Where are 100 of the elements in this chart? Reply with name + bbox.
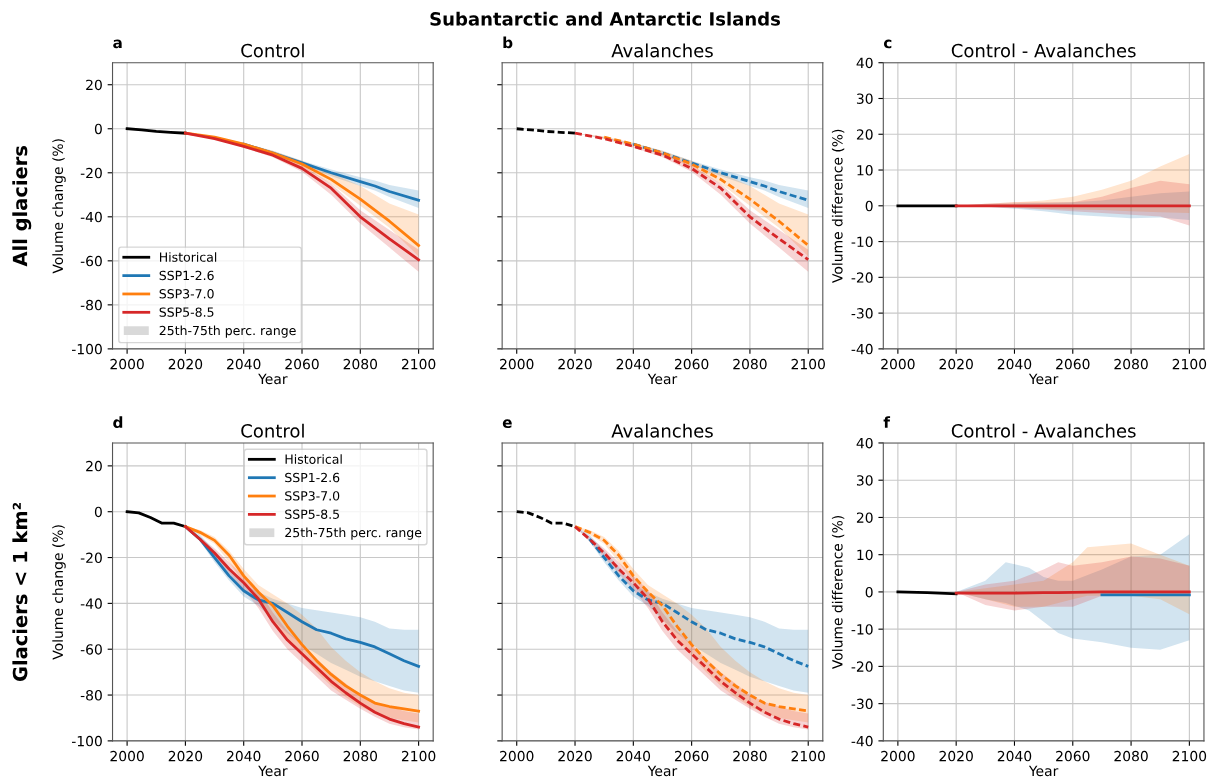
text: b — [503, 36, 513, 49]
x-tick-label: 2000 — [881, 750, 915, 762]
text: Subantarctic and Antarctic Islands — [430, 11, 781, 26]
y-tick-label: 0 — [94, 123, 102, 135]
y-tick-label: -40 — [851, 735, 873, 747]
x-tick-label: 2100 — [1172, 358, 1207, 370]
x-tick-label: 2020 — [558, 358, 592, 370]
y-tick-label: 10 — [857, 549, 873, 561]
y-tick-label: -60 — [80, 255, 102, 267]
legend-label: SSP3-7.0 — [159, 289, 214, 299]
y-tick-label: 30 — [856, 475, 873, 486]
x-tick-label: 2060 — [1056, 750, 1090, 762]
x-tick-label: 2100 — [791, 358, 825, 370]
x-axis-title: Year — [647, 765, 678, 777]
text: f — [883, 416, 891, 428]
x-tick-label: 2000 — [110, 358, 144, 370]
text: All glaciers — [12, 146, 32, 267]
y-tick-label: -20 — [851, 661, 873, 672]
x-tick-label: 2000 — [110, 750, 144, 762]
legend-label: SSP1-2.6 — [285, 472, 340, 483]
y-tick-label: -40 — [851, 343, 873, 355]
x-tick-label: 2060 — [674, 750, 709, 762]
x-tick-label: 2080 — [343, 750, 378, 762]
y-tick-label: 40 — [856, 437, 873, 449]
x-tick-label: 2020 — [939, 358, 973, 370]
y-tick-label: 10 — [857, 165, 873, 176]
x-tick-label: 2100 — [1172, 750, 1207, 762]
chart-title: Avalanches — [611, 43, 713, 58]
y-tick-label: -40 — [80, 211, 102, 223]
x-tick-label: 2080 — [733, 750, 767, 762]
y-tick-label: 20 — [856, 129, 873, 140]
line-series — [125, 510, 187, 528]
x-axis-title: Year — [1028, 765, 1059, 777]
y-tick-label: -30 — [851, 698, 873, 710]
x-tick-label: 2040 — [227, 750, 261, 762]
y-tick-label: -20 — [851, 272, 873, 283]
legend-label: Historical — [160, 252, 217, 262]
y-axis-title: Volume change (%) — [52, 139, 66, 274]
x-tick-label: 2040 — [997, 358, 1032, 370]
x-tick-label: 2060 — [285, 750, 319, 762]
y-axis-title: Volume change (%) — [52, 525, 66, 660]
x-tick-label: 2100 — [401, 750, 436, 762]
legend-label: Historical — [285, 454, 342, 464]
chart-title: Control - Avalanches — [951, 423, 1136, 438]
x-tick-label: 2040 — [616, 358, 651, 370]
legend-label: SSP3-7.0 — [285, 491, 340, 501]
text: e — [502, 419, 512, 429]
chart-title: Control — [241, 43, 304, 58]
legend-label: 25th-75th perc. range — [159, 325, 296, 338]
y-tick-label: -20 — [80, 167, 102, 179]
x-tick-label: 2040 — [616, 750, 651, 762]
y-tick-label: 0 — [865, 586, 873, 598]
y-tick-label: -80 — [80, 299, 102, 311]
y-axis-title: Volume difference (%) — [831, 515, 845, 670]
legend-label: SSP5-8.5 — [159, 307, 214, 317]
chart-title: Control - Avalanches — [951, 43, 1136, 58]
x-tick-label: 2100 — [791, 750, 825, 762]
y-tick-label: -100 — [71, 735, 102, 747]
y-tick-label: 40 — [856, 57, 873, 69]
x-axis-title: Year — [647, 373, 678, 385]
y-axis-title: Volume difference (%) — [831, 129, 845, 283]
x-axis-title: Year — [258, 765, 288, 777]
x-tick-label: 2040 — [227, 358, 261, 370]
x-tick-label: 2060 — [674, 358, 709, 370]
x-tick-label: 2000 — [500, 358, 534, 370]
text: Glaciers < 1 km² — [12, 502, 28, 682]
x-tick-label: 2020 — [558, 750, 592, 762]
y-tick-label: -40 — [80, 598, 102, 609]
y-tick-label: -30 — [851, 308, 873, 319]
text: c — [883, 39, 892, 49]
y-tick-label: 30 — [856, 93, 873, 104]
x-tick-label: 2020 — [168, 750, 203, 762]
y-tick-label: -60 — [80, 644, 102, 655]
x-tick-label: 2020 — [939, 750, 973, 762]
x-tick-label: 2000 — [881, 358, 915, 370]
x-tick-label: 2040 — [997, 750, 1032, 762]
y-tick-label: -80 — [80, 690, 102, 701]
y-tick-label: 0 — [865, 200, 873, 212]
chart-title: Control — [241, 423, 304, 438]
y-tick-label: -10 — [851, 624, 873, 635]
text: d — [113, 416, 123, 429]
y-tick-label: -100 — [71, 343, 102, 355]
legend-label: SSP1-2.6 — [159, 270, 214, 281]
x-tick-label: 2100 — [401, 358, 436, 370]
legend-label: SSP5-8.5 — [285, 509, 339, 519]
y-tick-label: 0 — [94, 506, 102, 518]
y-tick-label: 20 — [856, 512, 873, 523]
x-tick-label: 2080 — [1114, 750, 1148, 762]
x-tick-label: 2000 — [500, 750, 534, 762]
chart-title: Avalanches — [611, 423, 713, 438]
x-tick-label: 2080 — [343, 358, 378, 370]
x-tick-label: 2020 — [168, 358, 203, 370]
y-tick-label: 20 — [86, 79, 102, 91]
text: a — [113, 39, 122, 49]
y-tick-label: 20 — [86, 460, 102, 472]
x-tick-label: 2080 — [733, 358, 767, 370]
x-tick-label: 2060 — [1056, 358, 1090, 370]
legend-label: 25th-75th perc. range — [285, 527, 422, 540]
y-tick-label: -10 — [851, 236, 873, 248]
y-tick-label: -20 — [80, 552, 102, 564]
